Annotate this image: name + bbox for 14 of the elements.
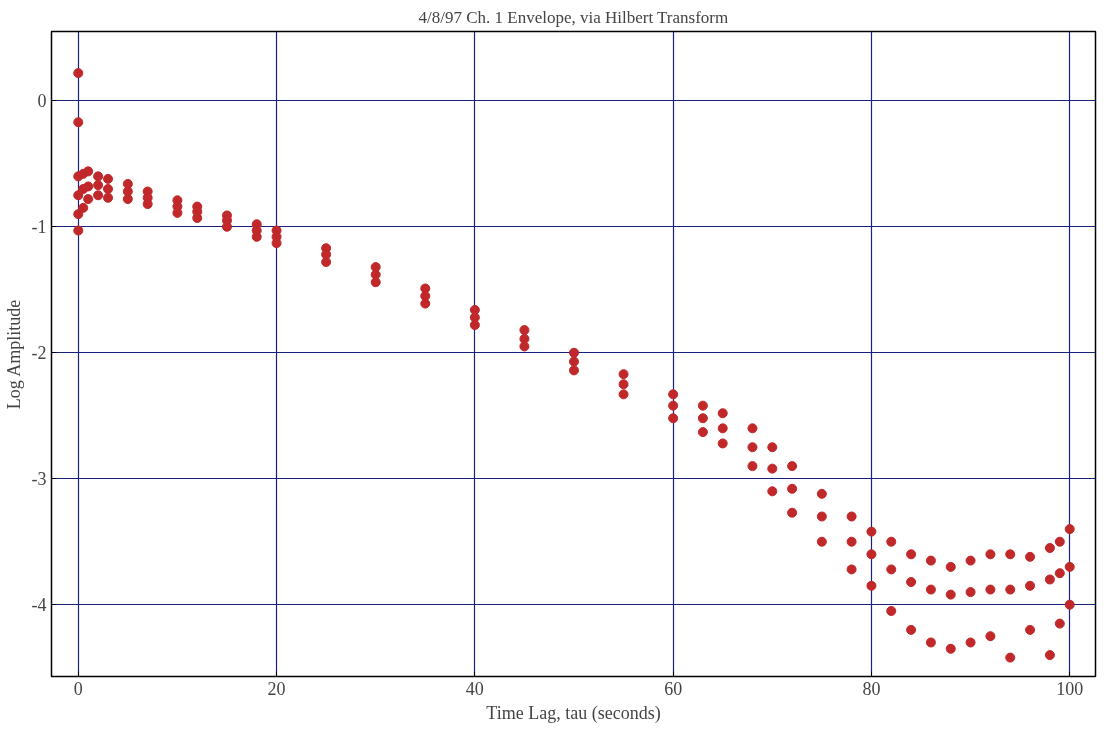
y-axis-title: Log Amplitude [3,299,24,410]
chart-title: 4/8/97 Ch. 1 Envelope, via Hilbert Transform [418,7,729,27]
x-tick-label: 100 [1056,678,1084,699]
y-tick-label: -2 [31,343,47,364]
y-tick-label: -4 [31,595,47,616]
x-axis-title: Time Lag, tau (seconds) [486,702,661,724]
x-tick-label: 40 [465,678,484,699]
x-tick-label: 80 [862,678,881,699]
y-tick-label: -1 [31,217,47,238]
y-tick-label: -3 [31,469,47,490]
x-tick-label: 60 [664,678,683,699]
y-tick-label: 0 [37,91,47,112]
x-tick-label: 0 [73,678,83,699]
x-tick-label: 20 [267,678,286,699]
